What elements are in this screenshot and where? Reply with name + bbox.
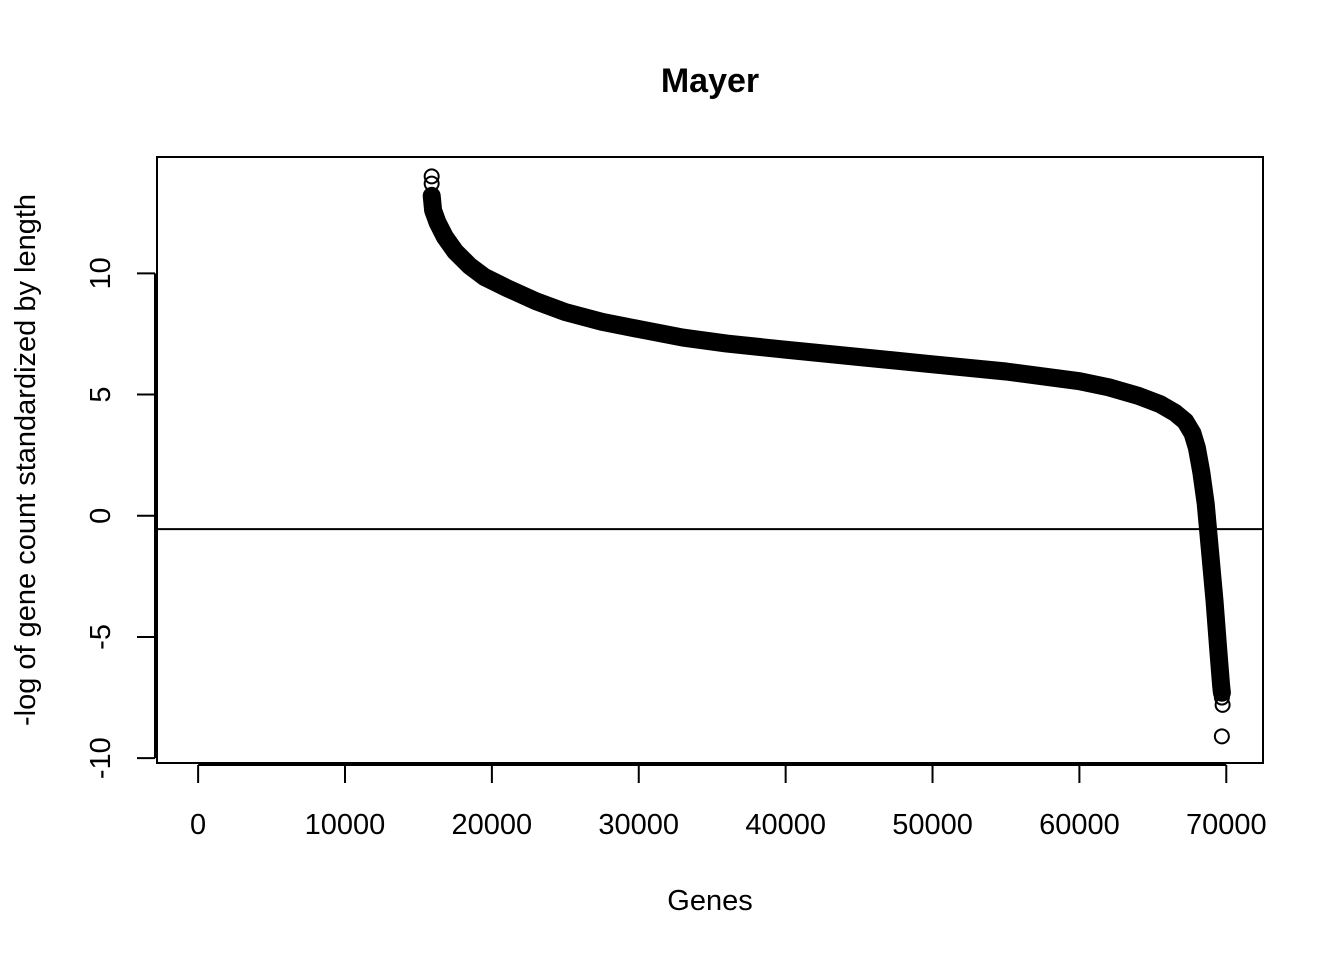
data-point [423,168,440,185]
x-tick-label: 0 [190,809,206,841]
outlier-points [423,168,1231,745]
x-tick-label: 40000 [745,809,826,841]
x-tick-label: 60000 [1039,809,1120,841]
data-point [423,175,440,192]
data-series-curve [422,186,1231,702]
x-tick-label: 10000 [305,809,386,841]
plot-frame [156,156,1264,764]
y-tick-label: 0 [85,508,117,524]
data-point [1214,696,1231,713]
y-axis-label: -log of gene count standardized by lengt… [10,194,42,726]
y-axis: -10 -5 0 5 10 [85,257,156,779]
x-axis-label: Genes [667,885,752,917]
x-tick-label: 70000 [1186,809,1267,841]
y-tick-label: 10 [85,257,117,289]
x-tick-label: 20000 [452,809,533,841]
data-point [1213,728,1230,745]
chart-title: Mayer [661,62,759,100]
y-tick-label: 5 [85,386,117,402]
y-tick-label: -5 [85,624,117,650]
data-point [1213,689,1230,706]
x-axis: 0 10000 20000 30000 40000 50000 60000 70000 [190,764,1267,841]
x-tick-label: 50000 [892,809,973,841]
x-tick-label: 30000 [598,809,679,841]
y-tick-label: -10 [85,737,117,779]
